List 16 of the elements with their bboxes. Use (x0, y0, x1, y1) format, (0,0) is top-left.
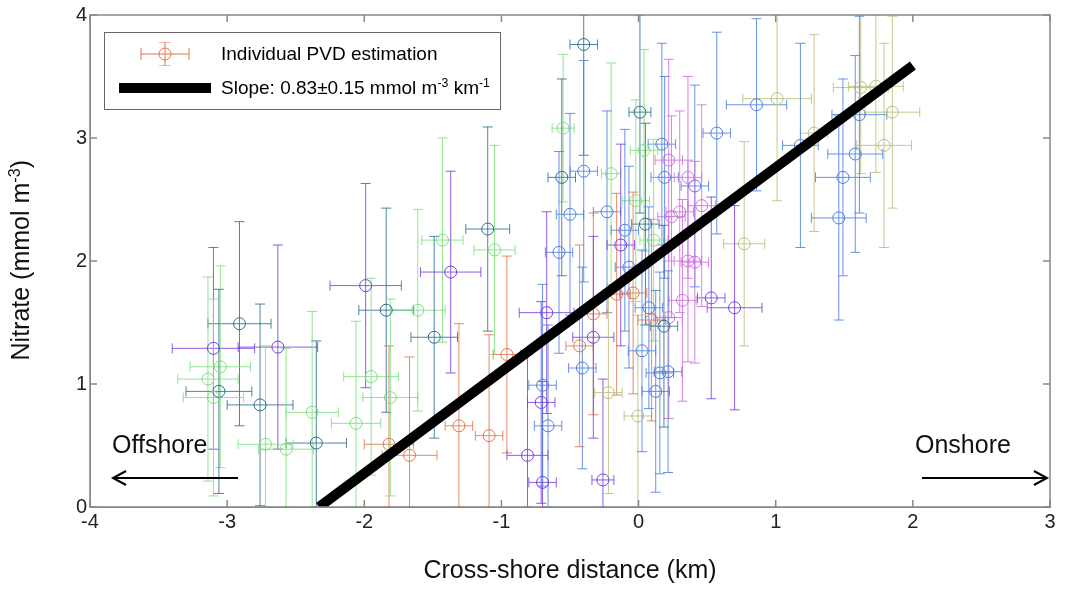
x-axis-title: Cross-shore distance (km) (422, 555, 718, 584)
x-tick-label: -3 (218, 509, 237, 532)
y-tick-label: 4 (75, 2, 87, 25)
y-tick-label: 2 (75, 248, 87, 271)
legend-label: Slope: 0.83±0.15 mmol m$^{-3}$ km$^{-1}$ (221, 76, 490, 100)
x-tick-label: 3 (1044, 509, 1056, 532)
y-tick-label: 1 (75, 371, 87, 394)
annotation: Onshore (915, 430, 1011, 459)
x-tick-label: 2 (907, 509, 919, 532)
x-tick-label: 1 (770, 509, 782, 532)
y-tick-label: 3 (75, 125, 87, 148)
annotation: Offshore (112, 430, 208, 459)
x-tick-label: 0 (633, 509, 645, 532)
x-tick-label: -2 (355, 509, 374, 532)
legend-label: Individual PVD estimation (221, 43, 438, 65)
x-tick-label: -1 (492, 509, 511, 532)
